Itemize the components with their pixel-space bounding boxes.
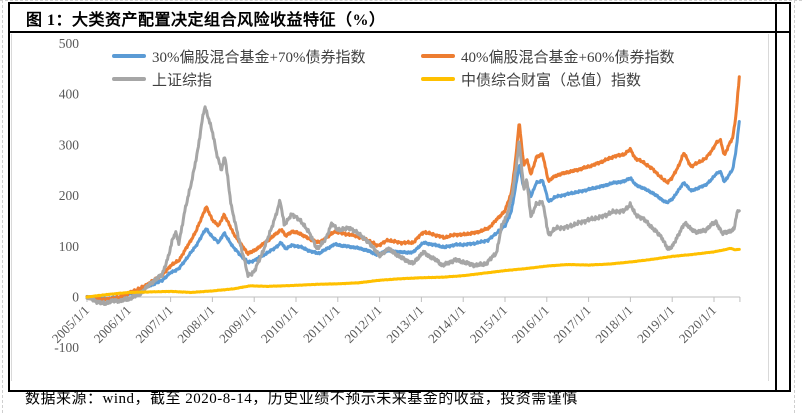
x-tick-label: 2007/1/1: [132, 303, 175, 346]
legend-label: 30%偏股混合基金+70%债券指数: [152, 49, 366, 66]
x-tick-label: 2012/1/1: [341, 303, 384, 346]
x-tick-label: 2017/1/1: [550, 303, 593, 346]
legend-label: 上证综指: [152, 72, 213, 89]
table-column-divider: [775, 4, 777, 390]
chart-line-series-1: [85, 75, 741, 302]
y-tick-label: 400: [59, 87, 80, 102]
legend-item-portfolio-30-70: 30%偏股混合基金+70%债券指数: [112, 49, 365, 66]
page-boundary-left: [2, 0, 3, 413]
y-tick-label: 300: [59, 137, 80, 152]
chart-line-series-0: [85, 120, 741, 302]
page-boundary-right: [794, 0, 795, 413]
legend-swatch-gray: [112, 77, 146, 81]
legend-item-portfolio-40-60: 40%偏股混合基金+60%债券指数: [421, 49, 674, 66]
y-tick-label: 100: [59, 239, 80, 254]
legend-item-bond-index: 中债综合财富（总值）指数: [421, 72, 641, 89]
chart-plot: -10001002003004005002005/1/12006/1/12007…: [49, 36, 741, 355]
legend-label: 中债综合财富（总值）指数: [461, 72, 642, 89]
x-tick-label: 2010/1/1: [258, 303, 301, 346]
data-source-note: 数据来源：wind，截至 2020-8-14，历史业绩不预示未来基金的收益，投资…: [25, 391, 578, 407]
figure-title-row: 图 1：大类资产配置决定组合风险收益特征（%）: [10, 4, 789, 33]
chart-line-series-2: [85, 105, 741, 306]
x-tick-label: 2019/1/1: [634, 303, 677, 346]
chart-line-series-3: [85, 246, 741, 299]
x-tick-label: 2009/1/1: [216, 303, 259, 346]
y-tick-label: 200: [59, 188, 80, 203]
x-tick-label: 2008/1/1: [174, 303, 217, 346]
legend-item-sse-index: 上证综指: [112, 72, 212, 89]
legend-label: 40%偏股混合基金+60%债券指数: [461, 49, 675, 66]
x-tick-label: 2018/1/1: [592, 303, 635, 346]
page-boundary-top: [0, 0, 802, 1]
legend-swatch-yellow: [421, 77, 455, 81]
y-tick-label: 500: [59, 36, 80, 51]
x-tick-label: 2016/1/1: [509, 303, 552, 346]
x-tick-label: 2006/1/1: [91, 303, 134, 346]
x-tick-label: 2011/1/1: [300, 303, 343, 346]
figure-title: 图 1：大类资产配置决定组合风险收益特征（%）: [26, 11, 386, 29]
y-tick-label: -100: [54, 340, 79, 355]
x-tick-label: 2020/1/1: [676, 303, 719, 346]
legend-swatch-orange: [421, 54, 455, 58]
x-tick-label: 2015/1/1: [467, 303, 510, 346]
x-tick-label: 2014/1/1: [425, 303, 468, 346]
y-tick-label: 0: [72, 290, 79, 305]
x-tick-label: 2013/1/1: [383, 303, 426, 346]
chart-area: -100 0 100 200 300 400 500 2005/1/1 2006/1/1 2007…: [11, 34, 769, 381]
legend-swatch-blue: [112, 54, 146, 58]
figure-table: 图 1：大类资产配置决定组合风险收益特征（%） -100 0 100 200 300 40…: [8, 2, 791, 392]
